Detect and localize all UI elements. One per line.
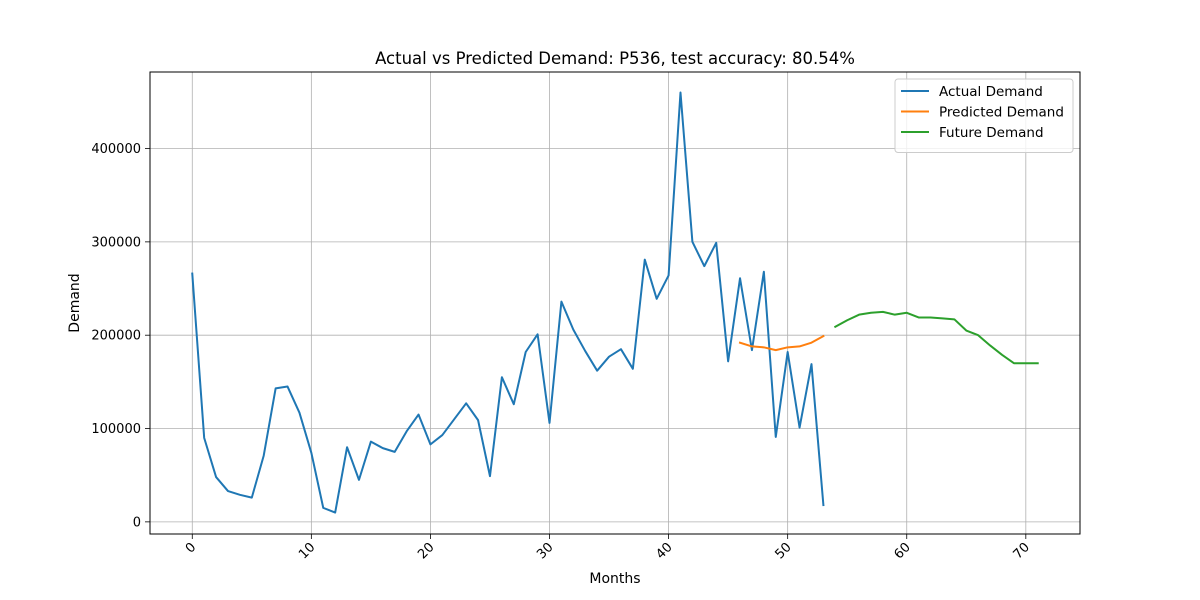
y-axis-label: Demand	[67, 273, 83, 332]
y-tick-label: 400000	[91, 142, 141, 157]
legend: Actual Demand Predicted Demand Future Dema…	[894, 78, 1074, 153]
legend-label: Future Demand	[939, 125, 1044, 141]
legend-label: Actual Demand	[939, 84, 1043, 100]
x-axis-label: Months	[589, 571, 640, 587]
y-tick-label: 300000	[91, 235, 141, 250]
legend-label: Predicted Demand	[939, 105, 1064, 121]
legend-box	[894, 78, 1074, 153]
series-line-2	[738, 334, 825, 352]
y-tick-label: 0	[133, 515, 141, 530]
plot-lines	[191, 91, 1039, 514]
y-tick-label: 100000	[91, 422, 141, 437]
series-line-3	[833, 310, 1039, 365]
plot-frame	[149, 71, 1081, 535]
series-line-1	[191, 91, 825, 514]
chart-title: Actual vs Predicted Demand: P536, test a…	[375, 49, 855, 68]
y-tick-label: 200000	[91, 329, 141, 344]
